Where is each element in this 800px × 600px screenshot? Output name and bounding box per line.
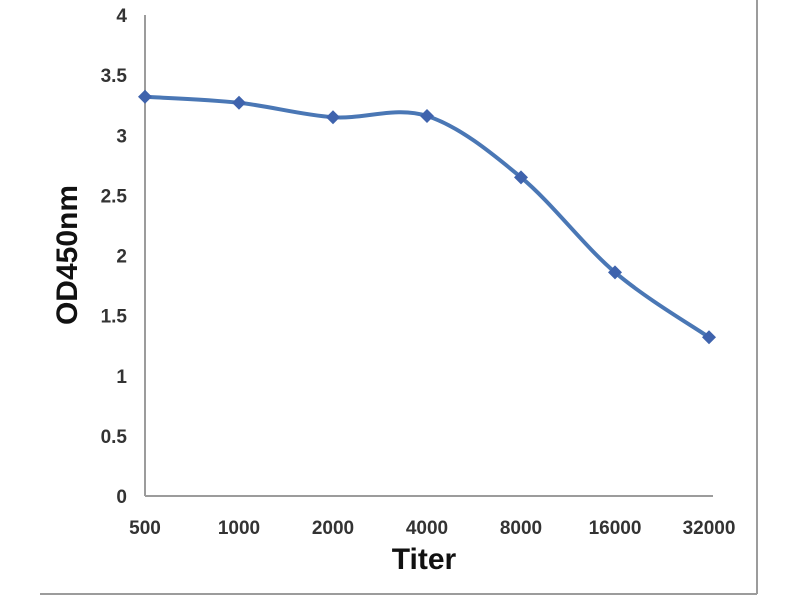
series-line bbox=[143, 94, 711, 340]
data-point-marker bbox=[514, 170, 528, 185]
y-tick-label: 2.5 bbox=[101, 186, 128, 207]
data-point-marker bbox=[702, 330, 716, 345]
y-tick-label: 2 bbox=[116, 247, 127, 268]
y-tick-label: 3 bbox=[116, 126, 127, 147]
x-tick-label: 500 bbox=[129, 518, 161, 539]
y-tick-label: 0 bbox=[116, 487, 127, 508]
y-tick-label: 1 bbox=[116, 367, 127, 388]
x-tick-label: 2000 bbox=[312, 518, 354, 539]
data-point-marker bbox=[420, 109, 434, 124]
x-tick-label: 32000 bbox=[683, 518, 736, 539]
y-axis-title: OD450nm bbox=[51, 184, 84, 326]
x-tick-label: 1000 bbox=[218, 518, 260, 539]
data-point-marker bbox=[608, 265, 622, 280]
data-point-marker bbox=[326, 110, 340, 125]
y-tick-label: 0.5 bbox=[101, 427, 128, 448]
x-axis-title: Titer bbox=[391, 543, 457, 576]
data-point-marker bbox=[138, 89, 152, 104]
y-tick-label: 3.5 bbox=[101, 66, 128, 87]
data-point-marker bbox=[232, 95, 246, 110]
y-tick-label: 4 bbox=[116, 6, 127, 27]
x-tick-label: 16000 bbox=[589, 518, 642, 539]
x-tick-label: 4000 bbox=[406, 518, 448, 539]
y-tick-label: 1.5 bbox=[101, 307, 128, 328]
x-tick-label: 8000 bbox=[500, 518, 542, 539]
